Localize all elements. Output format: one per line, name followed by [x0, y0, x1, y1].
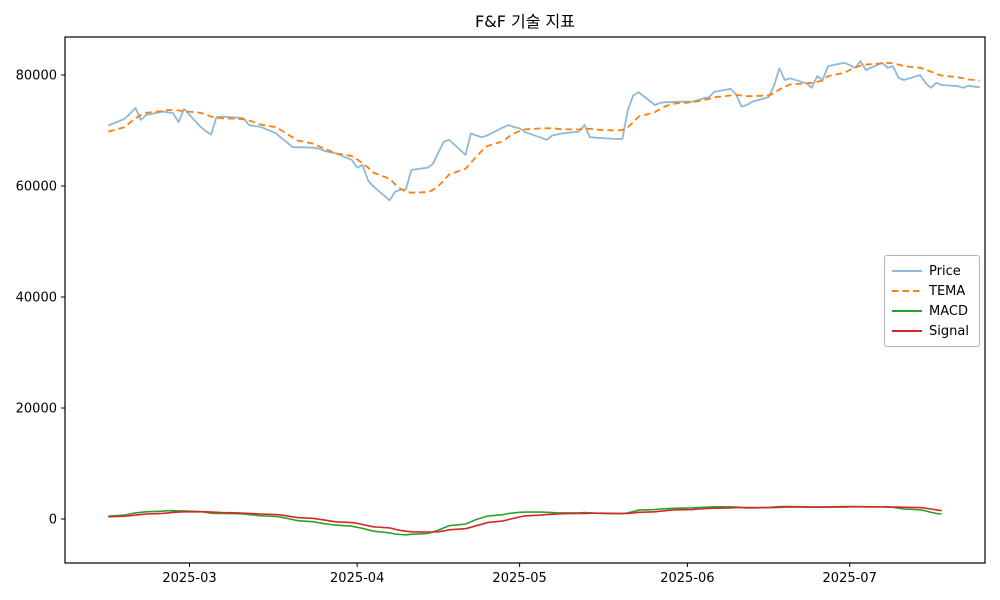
- svg-text:2025-06: 2025-06: [660, 571, 714, 586]
- legend-label-signal: Signal: [929, 323, 969, 339]
- legend-label-tema: TEMA: [929, 283, 966, 299]
- legend-item-macd: MACD: [892, 301, 972, 321]
- legend-label-price: Price: [929, 263, 961, 279]
- legend-item-signal: Signal: [892, 321, 972, 341]
- price-line-icon: [892, 270, 922, 272]
- svg-text:40000: 40000: [16, 291, 57, 306]
- svg-text:2025-05: 2025-05: [492, 571, 546, 586]
- tema-dashed-line-icon: [892, 290, 922, 292]
- svg-text:0: 0: [49, 513, 57, 528]
- macd-line-icon: [892, 310, 922, 312]
- svg-text:2025-03: 2025-03: [162, 571, 216, 586]
- chart-title: F&F 기술 지표: [475, 12, 575, 31]
- svg-text:2025-04: 2025-04: [330, 571, 384, 586]
- svg-text:2025-07: 2025-07: [823, 571, 877, 586]
- legend-item-price: Price: [892, 261, 972, 281]
- legend-label-macd: MACD: [929, 303, 968, 319]
- legend-item-tema: TEMA: [892, 281, 972, 301]
- chart-legend: Price TEMA MACD Signal: [884, 255, 980, 347]
- signal-line-icon: [892, 330, 922, 332]
- svg-text:60000: 60000: [16, 180, 57, 195]
- svg-text:20000: 20000: [16, 402, 57, 417]
- svg-text:80000: 80000: [16, 69, 57, 84]
